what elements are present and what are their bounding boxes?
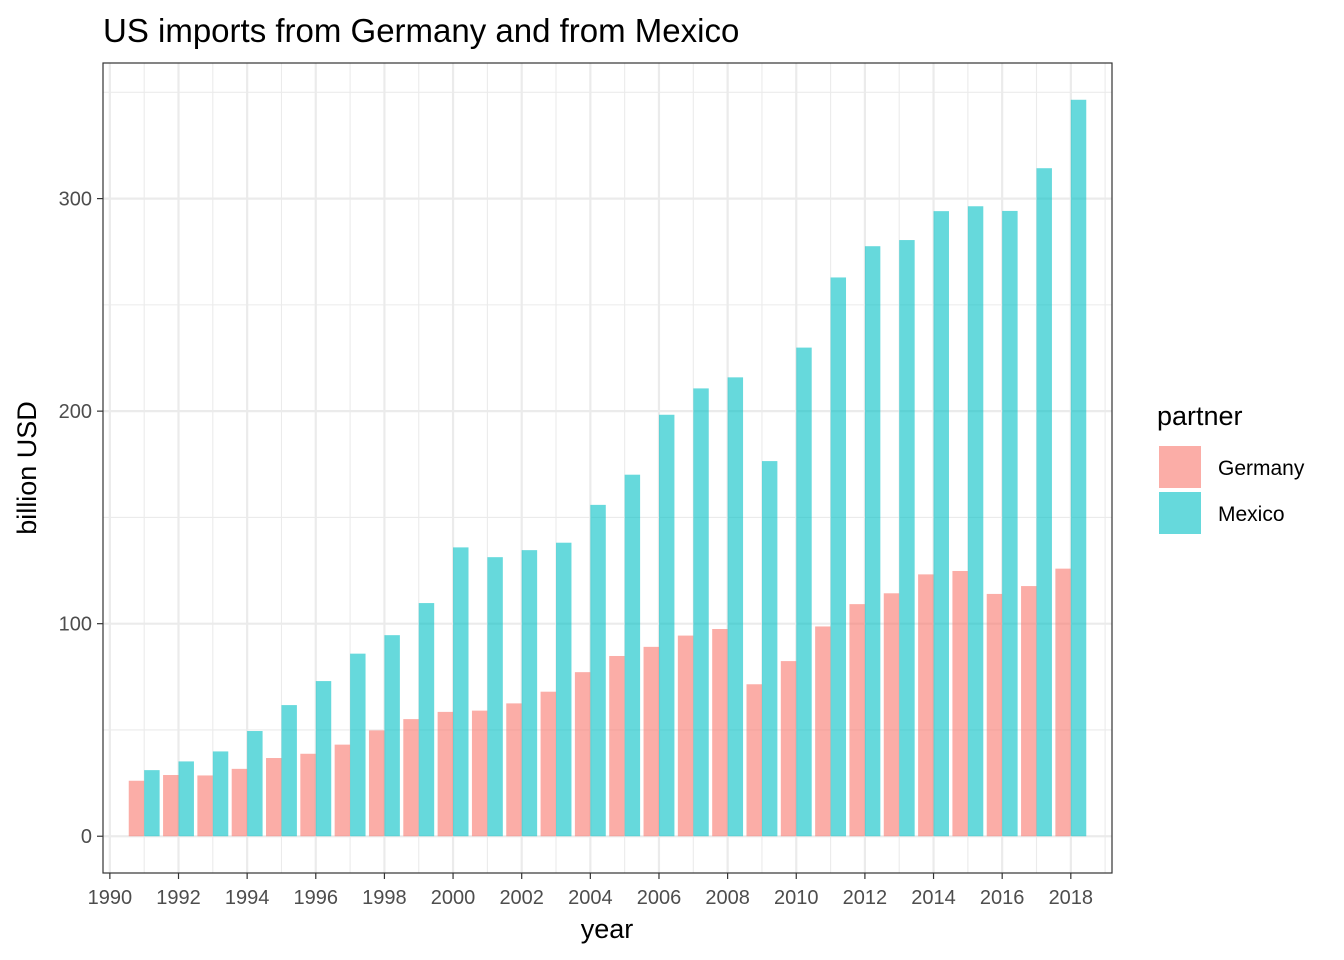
y-axis-title: billion USD — [12, 401, 42, 535]
bars — [128, 99, 1087, 837]
bar-germany-1996 — [300, 753, 316, 837]
bar-germany-2008 — [712, 629, 728, 837]
bar-germany-1994 — [231, 768, 248, 837]
bar-germany-2016 — [986, 593, 1003, 837]
bar-mexico-1993 — [212, 751, 229, 837]
bar-germany-1991 — [128, 780, 145, 837]
legend: partner Germany Mexico — [1157, 401, 1305, 534]
bar-germany-2009 — [746, 684, 762, 837]
bar-mexico-1999 — [418, 603, 435, 837]
x-tick-label: 1992 — [156, 887, 201, 909]
bar-germany-2017 — [1021, 586, 1037, 837]
x-tick-label: 1994 — [225, 887, 270, 909]
y-tick-label: 0 — [81, 826, 92, 848]
bar-germany-2004 — [574, 672, 591, 837]
bar-germany-2001 — [471, 710, 488, 837]
bar-mexico-1996 — [315, 681, 332, 837]
legend-key-mexico — [1159, 492, 1201, 534]
bar-germany-2006 — [643, 646, 659, 837]
bar-mexico-2005 — [624, 474, 641, 837]
bar-mexico-2017 — [1036, 168, 1052, 837]
bar-germany-2012 — [849, 604, 865, 837]
x-tick-label: 2000 — [431, 887, 476, 909]
bar-germany-2002 — [506, 703, 522, 837]
x-tick-label: 2012 — [843, 887, 888, 909]
bar-germany-1992 — [163, 775, 179, 837]
bar-mexico-2011 — [830, 277, 847, 837]
bar-germany-2007 — [677, 635, 694, 837]
bar-mexico-1994 — [247, 731, 263, 837]
bar-mexico-1997 — [350, 653, 366, 837]
y-tick-label: 300 — [59, 189, 92, 211]
legend-title: partner — [1157, 401, 1243, 431]
x-tick-label: 2018 — [1049, 887, 1094, 909]
x-axis-title: year — [581, 914, 634, 944]
bar-mexico-1995 — [281, 705, 297, 837]
legend-label-mexico: Mexico — [1218, 503, 1285, 526]
x-tick-label: 2002 — [499, 887, 544, 909]
bar-mexico-1998 — [384, 635, 400, 837]
panel-border — [102, 62, 1113, 874]
bar-germany-1998 — [368, 730, 385, 837]
bar-mexico-2014 — [933, 211, 949, 837]
bar-germany-2005 — [609, 655, 625, 837]
bar-mexico-2001 — [487, 557, 503, 837]
bar-mexico-2002 — [521, 550, 538, 837]
bar-germany-2000 — [437, 711, 454, 837]
x-tick-label: 2006 — [637, 887, 682, 909]
x-axis: 1990 1992 1994 1996 1998 2000 2002 2004 2006 2008… — [88, 873, 1093, 909]
legend-label-germany: Germany — [1218, 457, 1305, 480]
x-tick-label: 1990 — [88, 887, 133, 909]
bar-germany-1995 — [266, 758, 282, 837]
x-tick-label: 2008 — [705, 887, 750, 909]
x-tick-label: 1998 — [362, 887, 407, 909]
bar-germany-2013 — [883, 593, 900, 837]
bar-mexico-1991 — [144, 770, 160, 837]
bar-germany-2003 — [540, 691, 557, 837]
y-tick-label: 100 — [59, 614, 92, 636]
bar-germany-1999 — [403, 719, 419, 837]
bar-germany-1993 — [197, 775, 213, 837]
bar-mexico-2004 — [590, 504, 606, 837]
bar-mexico-2009 — [761, 461, 778, 837]
bar-germany-1997 — [334, 744, 351, 837]
chart-title: US imports from Germany and from Mexico — [103, 12, 739, 49]
bar-mexico-2012 — [864, 246, 881, 837]
legend-key-germany — [1159, 446, 1201, 488]
bar-germany-2010 — [780, 661, 797, 837]
bar-mexico-2006 — [658, 414, 675, 837]
bar-mexico-2007 — [693, 388, 709, 837]
y-tick-label: 200 — [59, 401, 92, 423]
y-axis: 0 100 200 300 — [59, 189, 103, 848]
bar-mexico-2010 — [796, 347, 812, 837]
bar-germany-2011 — [815, 626, 831, 837]
bar-mexico-1992 — [178, 761, 194, 837]
bar-mexico-2013 — [899, 240, 915, 837]
bar-mexico-2003 — [556, 542, 572, 837]
bar-mexico-2000 — [453, 547, 469, 837]
bar-mexico-2015 — [967, 206, 984, 837]
x-tick-label: 1996 — [294, 887, 339, 909]
x-tick-label: 2004 — [568, 887, 613, 909]
bar-mexico-2018 — [1070, 99, 1087, 837]
bar-mexico-2008 — [727, 377, 744, 837]
bar-germany-2018 — [1055, 568, 1071, 837]
x-tick-label: 2014 — [911, 887, 956, 909]
x-tick-label: 2010 — [774, 887, 819, 909]
bar-germany-2015 — [952, 570, 968, 837]
bar-germany-2014 — [918, 574, 934, 837]
x-tick-label: 2016 — [980, 887, 1025, 909]
bar-mexico-2016 — [1002, 210, 1018, 837]
